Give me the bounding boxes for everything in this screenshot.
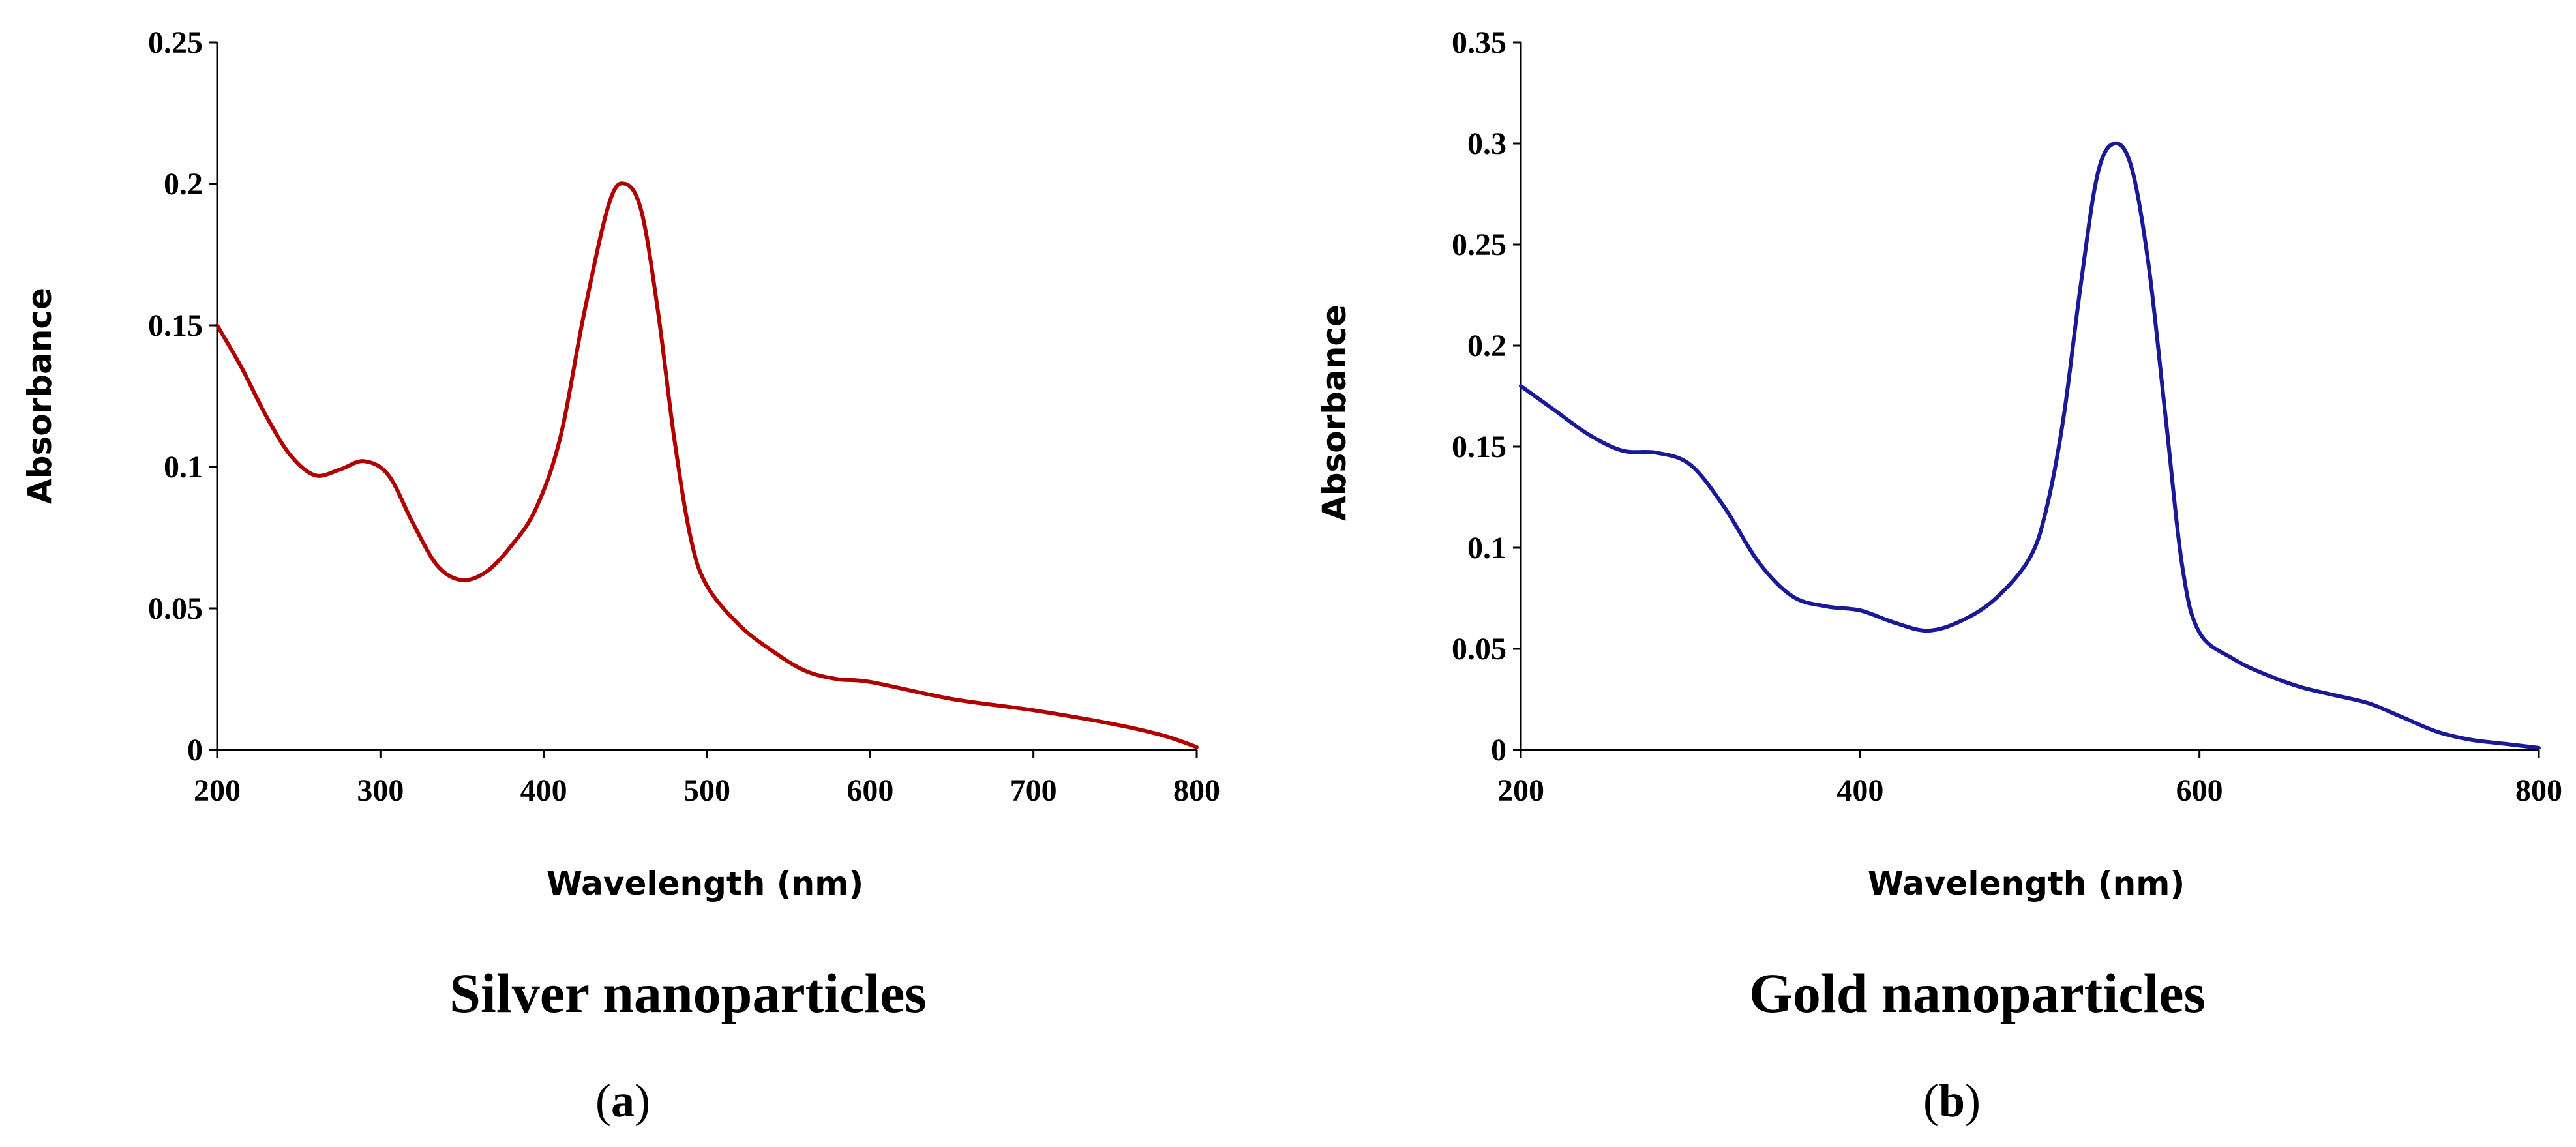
series-line-silver [215, 181, 1199, 749]
y-tick-label: 0.15 [1452, 430, 1506, 464]
y-tick-label: 0.35 [1452, 25, 1506, 60]
y-tick-label: 0 [187, 733, 203, 767]
x-tick-label: 500 [683, 773, 730, 808]
x-tick-label: 200 [194, 773, 241, 808]
y-tick-label: 0.2 [164, 167, 203, 201]
y-tick-label: 0 [1491, 733, 1506, 767]
y-axis-label: Absorbance [1315, 305, 1353, 521]
x-tick-label: 800 [2515, 773, 2562, 808]
x-tick-label: 200 [1497, 773, 1544, 808]
panel-title-silver: Silver nanoparticles [449, 962, 927, 1024]
x-tick-label: 400 [520, 773, 567, 808]
x-tick-label: 600 [846, 773, 893, 808]
y-tick-label: 0.15 [148, 308, 203, 343]
panel-label-b: (b) [1923, 1075, 1981, 1127]
plot-area-silver: 0 0.05 0.1 0.15 0.2 0.25 200 300 400 500 600 700 80… [148, 25, 1220, 808]
y-tick-label: 0.1 [164, 450, 203, 484]
panel-label-a: (a) [595, 1075, 650, 1127]
y-axis-label: Absorbance [21, 288, 59, 504]
series-line-gold [1519, 141, 2541, 750]
panel-gold: 00.050.10.150.20.250.30.35 200 400 600 800 … [1315, 25, 2562, 1127]
y-tick-label: 0.2 [1467, 329, 1506, 363]
y-tick-label: 0.05 [1452, 632, 1506, 666]
y-tick-label: 0.1 [1467, 531, 1506, 565]
x-tick-label: 300 [357, 773, 404, 808]
x-tick-label: 800 [1173, 773, 1220, 808]
x-tick-label: 600 [2176, 773, 2223, 808]
plot-area-gold: 0 0.05 0.1 0.15 0.2 0.25 0.3 0.35 200 400 600 800 [1452, 25, 2562, 808]
y-tick-label: 0.3 [1467, 127, 1506, 161]
y-tick-label: 0.25 [1452, 228, 1506, 262]
x-tick-label: 700 [1010, 773, 1057, 808]
panel-silver: 0 0.05 0.1 0.15 0.2 0.25 200 300 400 500 600 700 80… [21, 25, 1220, 1127]
y-tick-label: 0.05 [148, 591, 203, 626]
panel-title-gold: Gold nanoparticles [1749, 962, 2206, 1024]
x-axis-label: Wavelength (nm) [1868, 865, 2185, 902]
x-tick-label: 400 [1836, 773, 1883, 808]
x-axis-label: Wavelength (nm) [547, 865, 863, 902]
y-tick-label: 0.25 [148, 25, 203, 60]
